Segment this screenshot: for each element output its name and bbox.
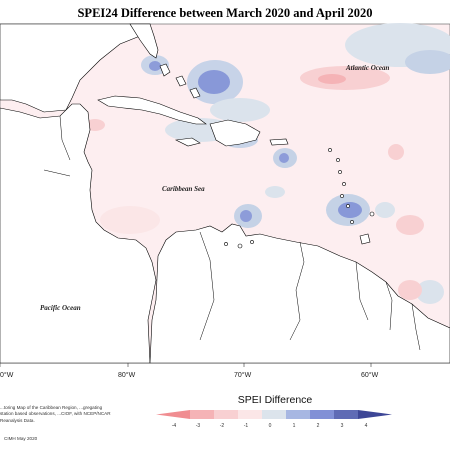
trinidad-island [359, 233, 371, 245]
lesser-antilles [224, 148, 375, 249]
legend-tick: 4 [364, 423, 368, 429]
legend-color-swatch [358, 410, 392, 419]
lon-label-3: 70°W [234, 371, 252, 379]
pacific-ocean-label: Pacific Ocean [40, 304, 81, 312]
legend-tick: -1 [243, 423, 249, 429]
legend-title: SPEI Difference [237, 394, 313, 406]
longitude-axis [0, 363, 372, 367]
legend-color-swatch [310, 410, 334, 419]
atlantic-ocean-label: Atlantic Ocean [345, 64, 389, 72]
source-note: ...toring Map of the Caribbean Region, .… [0, 405, 111, 423]
legend-color-swatch [334, 410, 358, 419]
legend-tick: 3 [340, 423, 344, 429]
cuba-island [97, 95, 207, 125]
puerto-rico-island [269, 138, 289, 146]
legend-color-swatch [262, 410, 286, 419]
lon-label-1: 0°W [0, 371, 14, 379]
legend-tick: 2 [316, 423, 320, 429]
land-masses [0, 23, 450, 364]
positive-anomaly-areas [36, 23, 450, 347]
legend-tick: -2 [219, 423, 225, 429]
caribbean-sea-label: Caribbean Sea [162, 185, 205, 193]
south-america-landmass [149, 223, 450, 364]
legend-tick: -3 [195, 423, 201, 429]
legend-tick: 1 [292, 423, 296, 429]
florida-landmass [129, 23, 159, 59]
legend-color-swatch [190, 410, 214, 419]
bahamas-islands [159, 63, 201, 99]
legend-color-swatch [214, 410, 238, 419]
legend-color-swatch [286, 410, 310, 419]
lon-label-4: 60°W [361, 371, 379, 379]
legend-colorbar [156, 410, 392, 419]
jamaica-island [174, 137, 201, 147]
country-borders [43, 115, 421, 351]
central-america-landmass [0, 103, 157, 364]
map-title: SPEI24 Difference between March 2020 and… [77, 6, 373, 20]
legend-color-swatch [238, 410, 262, 419]
legend-color-swatch [156, 410, 190, 419]
copyright-text: CIMH May 2020 [4, 436, 38, 441]
legend-tick: -4 [171, 423, 177, 429]
legend-tick: 0 [268, 423, 272, 429]
lon-label-2: 80°W [118, 371, 136, 379]
hispaniola-island [209, 119, 261, 147]
